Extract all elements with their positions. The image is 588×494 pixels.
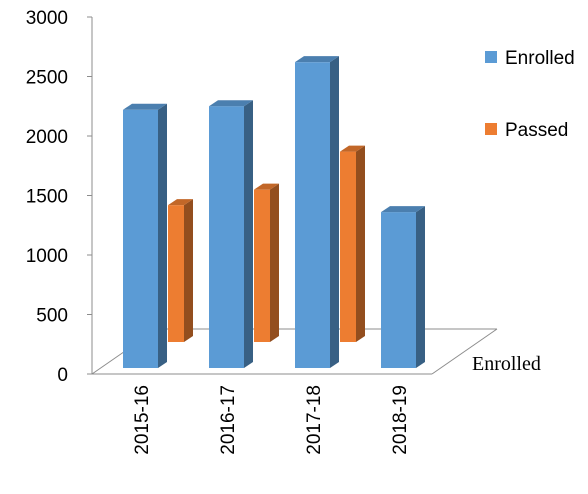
bar-passed-1-top [254,183,279,190]
legend-label-enrolled: Enrolled [505,48,575,69]
bar-passed-0-side [184,199,193,342]
bar-enrolled-3-front [381,212,416,368]
bar-enrolled-1-side [244,100,253,368]
bar-enrolled-1-top [209,100,253,107]
legend-item-enrolled: Enrolled [485,48,575,69]
bar-passed-0-top [168,199,193,206]
bars [123,56,425,369]
x-tick-label: 2018-19 [390,385,411,455]
bar-passed-2-top [340,145,365,152]
bar-enrolled-0 [123,103,167,369]
y-tick-labels: 0 500 1000 1500 2000 2500 3000 [26,8,68,386]
bar-enrolled-0-side [158,103,167,369]
y-tick-label: 0 [57,365,68,386]
bar-enrolled-0-top [123,103,167,110]
bar-passed-1 [254,183,279,342]
bar-passed-1-side [270,183,279,342]
y-tick-label: 3000 [26,8,68,29]
bar-enrolled-2-top [295,56,339,63]
bar-passed-0-front [168,205,184,342]
bar-passed-2 [340,145,365,342]
x-tick-label: 2016-17 [218,385,239,455]
bar-enrolled-2 [295,56,339,369]
bar-enrolled-1-front [209,106,244,368]
y-tick-label: 2000 [26,127,68,148]
bar-enrolled-1 [209,100,253,368]
legend-label-passed: Passed [505,120,568,141]
x-tick-label: 2017-18 [304,385,325,455]
x-tick-label: 2015-16 [132,385,153,455]
y-tick-label: 500 [36,306,68,327]
bar-enrolled-3-top [381,206,425,213]
legend-swatch-passed [485,123,497,135]
depth-axis-label: Enrolled [472,353,541,375]
legend-swatch-enrolled [485,51,497,63]
bar-enrolled-2-front [295,62,330,369]
bar-enrolled-2-side [330,56,339,369]
bar-enrolled-3 [381,206,425,368]
y-tick-label: 2500 [26,68,68,89]
y-tick-label: 1500 [26,187,68,208]
legend-item-passed: Passed [485,120,568,141]
bar-passed-0 [168,199,193,342]
x-tick-labels: 2015-16 2016-17 2017-18 2018-19 [132,385,411,455]
bar-passed-2-front [340,151,356,342]
y-tick-label: 1000 [26,246,68,267]
floor-right-edge [431,328,498,375]
bar-enrolled-0-front [123,109,158,369]
bar-passed-2-side [356,145,365,342]
legend: Enrolled Passed [485,48,575,141]
bar-enrolled-3-side [416,206,425,368]
bar-passed-1-front [254,189,270,342]
